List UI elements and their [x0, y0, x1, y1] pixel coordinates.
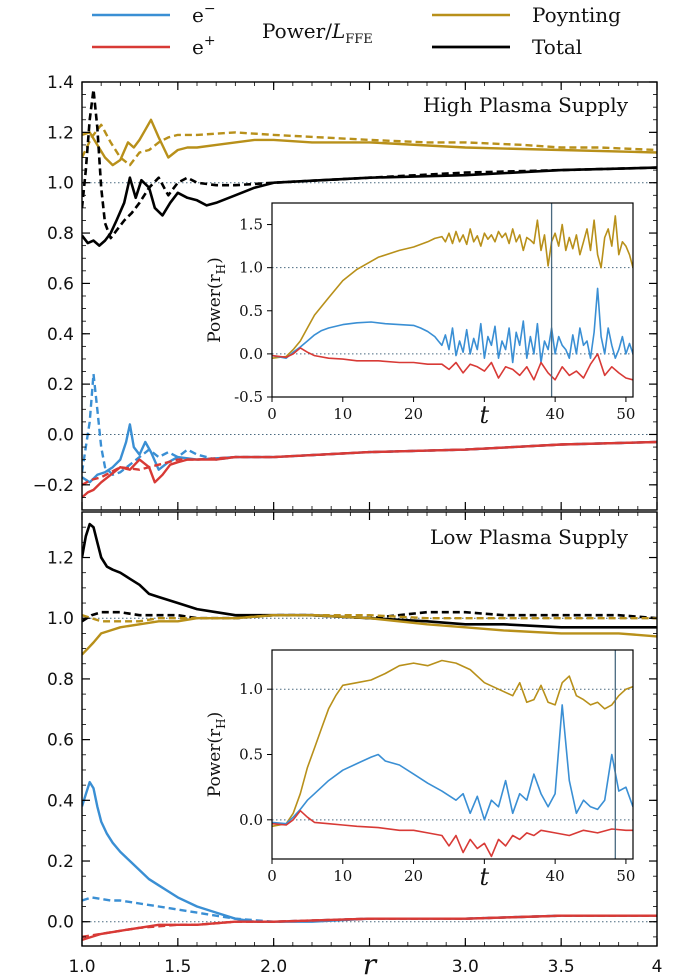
xaxis-label: r: [363, 948, 378, 977]
inset-xtick-label: 50: [616, 405, 635, 423]
inset-series-poynting: [272, 215, 633, 359]
legend-label-text: e: [192, 3, 204, 27]
inset-xtick-label: 20: [404, 867, 423, 885]
panel-high-plasma-supply: −0.2 0.0 0.2 0.4 0.6 0.8 1.0 1.2 1.4 High Plasma …: [33, 73, 658, 511]
inset-ytick-label: 0.5: [239, 302, 263, 320]
inset-series-e-: [272, 809, 633, 858]
panel-low-plasma-supply: 0.0 0.2 0.4 0.6 0.8 1.0 1.2 Low Plasma Supply 0 1…: [47, 511, 658, 947]
ytick-label: 0.6: [47, 274, 74, 294]
ytick-label: 1.4: [47, 73, 74, 93]
xtick-label: 3.5: [548, 957, 575, 977]
legend-label-text: e: [192, 35, 204, 59]
inset-background: [272, 650, 633, 859]
xtick-label: 3.0: [452, 957, 479, 977]
panel-title: High Plasma Supply: [423, 93, 629, 117]
ytick-label: 0.4: [47, 325, 74, 345]
legend-label-0: e−: [192, 1, 216, 27]
inset-ytick-label: -0.5: [234, 388, 263, 406]
inset-background: [272, 203, 633, 397]
series-poynting-dashed-: [82, 614, 657, 623]
inset-series-e-: [272, 347, 633, 381]
ytick-label: 1.2: [47, 549, 74, 569]
legend-label-1: e+: [192, 33, 216, 59]
series-total-dashed-: [82, 88, 657, 240]
series-poynting: [82, 118, 657, 167]
legend-label-text: Total: [532, 35, 582, 59]
inset-xtick-label: 40: [546, 867, 565, 885]
ytick-label: 0.2: [47, 852, 74, 872]
series-e-dashed-: [82, 914, 657, 939]
series-total-dashed-: [82, 610, 657, 623]
inset-xtick-label: 10: [333, 867, 352, 885]
xtick-label: 1.5: [164, 957, 191, 977]
inset-xtick-label: 10: [333, 405, 352, 423]
inset-ylabel-close: ): [205, 712, 225, 719]
inset: 0 10 20 40 50 -0.5 0.0 0.5 1.0 1.5 t Power(rH): [205, 202, 635, 429]
inset-ytick-label: 1.5: [239, 216, 263, 234]
legend-center-label: Power/LFFE: [262, 19, 373, 47]
inset-xlabel: t: [480, 401, 490, 429]
legend-label-3: Total: [532, 35, 582, 59]
legend-center-symbol: L: [331, 19, 345, 43]
inset-ytick-label: 1.0: [239, 259, 263, 277]
inset-ytick-label: 0.0: [239, 811, 263, 829]
ytick-label: 0.0: [47, 425, 74, 445]
series-total: [82, 522, 657, 629]
ytick-label: 1.0: [47, 174, 74, 194]
inset-xtick-label: 40: [546, 405, 565, 423]
inset-series-group: [272, 215, 633, 381]
legend-center-sub: FFE: [345, 32, 373, 47]
ytick-label: 0.2: [47, 375, 74, 395]
legend-label-2: Poynting: [532, 3, 621, 27]
inset-series-poynting: [272, 659, 633, 828]
series-e-dashed-: [82, 896, 657, 923]
ytick-label: 0.4: [47, 791, 74, 811]
inset-ytick-label: 0.5: [239, 746, 263, 764]
series-poynting: [82, 614, 657, 656]
xtick-label: 2.0: [260, 957, 287, 977]
inset-ylabel: Power(rH): [205, 712, 228, 798]
inset-ylabel-sub: H: [214, 718, 228, 728]
series-e-dashed-: [82, 440, 657, 486]
ytick-label: 1.2: [47, 123, 74, 143]
inset-ylabel-sub: H: [214, 264, 228, 274]
panel-title: Low Plasma Supply: [430, 525, 629, 549]
series-group: [82, 522, 657, 942]
legend-center-text: Power/: [262, 19, 332, 43]
ytick-label: 0.0: [47, 913, 74, 933]
inset-xtick-label: 0: [267, 867, 277, 885]
ytick-label: −0.2: [33, 476, 74, 496]
series-poynting-dashed-: [82, 123, 657, 167]
legend-label-sup: +: [204, 33, 216, 49]
inset: 0 10 20 40 50 0.0 0.5 1.0 t Power(rH): [205, 649, 635, 891]
inset-xtick-label: 50: [616, 867, 635, 885]
series-group: [82, 88, 657, 499]
inset-series-group: [272, 659, 633, 858]
inset-ylabel: Power(rH): [205, 257, 228, 343]
inset-xlabel: t: [480, 863, 490, 891]
inset-xtick-label: 20: [404, 405, 423, 423]
inset-ylabel-text: Power(r: [205, 273, 225, 342]
inset-series-e-: [272, 287, 633, 364]
inset-frame: [271, 202, 634, 398]
x-axis: 1.0 1.5 2.0 3.0 3.5 4 r: [68, 948, 662, 977]
xtick-label: 4: [652, 957, 663, 977]
ytick-label: 0.8: [47, 670, 74, 690]
inset-series-e-: [272, 704, 633, 825]
inset-xtick-label: 0: [267, 405, 277, 423]
inset-ylabel-close: ): [205, 257, 225, 264]
ytick-label: 0.6: [47, 731, 74, 751]
legend-label-text: Poynting: [532, 3, 621, 27]
ytick-label: 0.8: [47, 224, 74, 244]
series-e-: [82, 440, 657, 499]
inset-ytick-label: 0.0: [239, 345, 263, 363]
ytick-label: 1.0: [47, 609, 74, 629]
legend-label-sup: −: [204, 1, 216, 17]
inset-ylabel-text: Power(r: [205, 728, 225, 797]
inset-ytick-label: 1.0: [239, 680, 263, 698]
xtick-label: 1.0: [68, 957, 95, 977]
